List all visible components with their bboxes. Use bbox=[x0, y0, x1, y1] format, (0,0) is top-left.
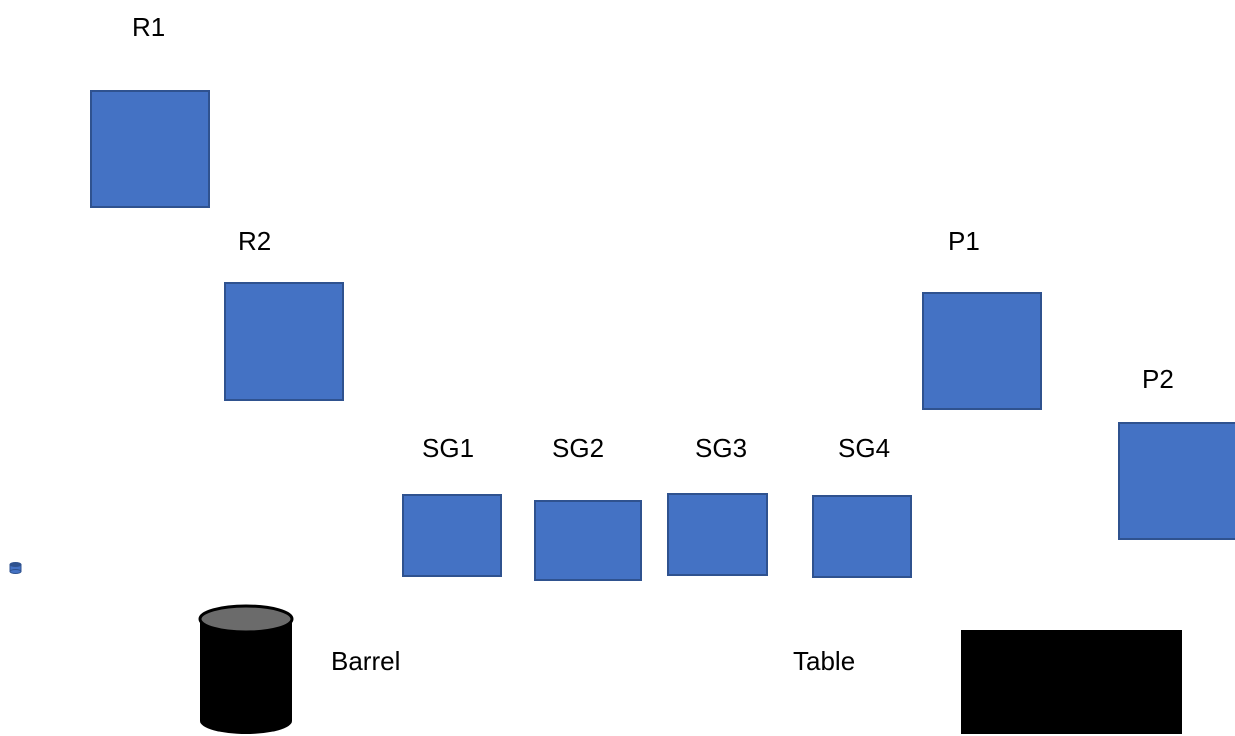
label-r2: R2 bbox=[238, 226, 272, 256]
label-table: Table bbox=[793, 646, 856, 676]
barrel-icon bbox=[198, 604, 294, 734]
label-r1: R1 bbox=[132, 12, 166, 42]
label-p1: P1 bbox=[948, 226, 980, 256]
label-p2: P2 bbox=[1142, 364, 1174, 394]
small-cylinder-icon bbox=[9, 562, 22, 574]
label-sg4: SG4 bbox=[838, 433, 891, 463]
box-p2 bbox=[1118, 422, 1235, 540]
box-r1 bbox=[90, 90, 210, 208]
label-sg3: SG3 bbox=[695, 433, 748, 463]
label-barrel: Barrel bbox=[331, 646, 401, 676]
box-sg1 bbox=[402, 494, 502, 577]
label-sg2: SG2 bbox=[552, 433, 605, 463]
box-sg2 bbox=[534, 500, 642, 581]
box-sg4 bbox=[812, 495, 912, 578]
box-p1 bbox=[922, 292, 1042, 410]
label-sg1: SG1 bbox=[422, 433, 475, 463]
table-block bbox=[961, 630, 1182, 734]
box-r2 bbox=[224, 282, 344, 401]
box-sg3 bbox=[667, 493, 768, 576]
